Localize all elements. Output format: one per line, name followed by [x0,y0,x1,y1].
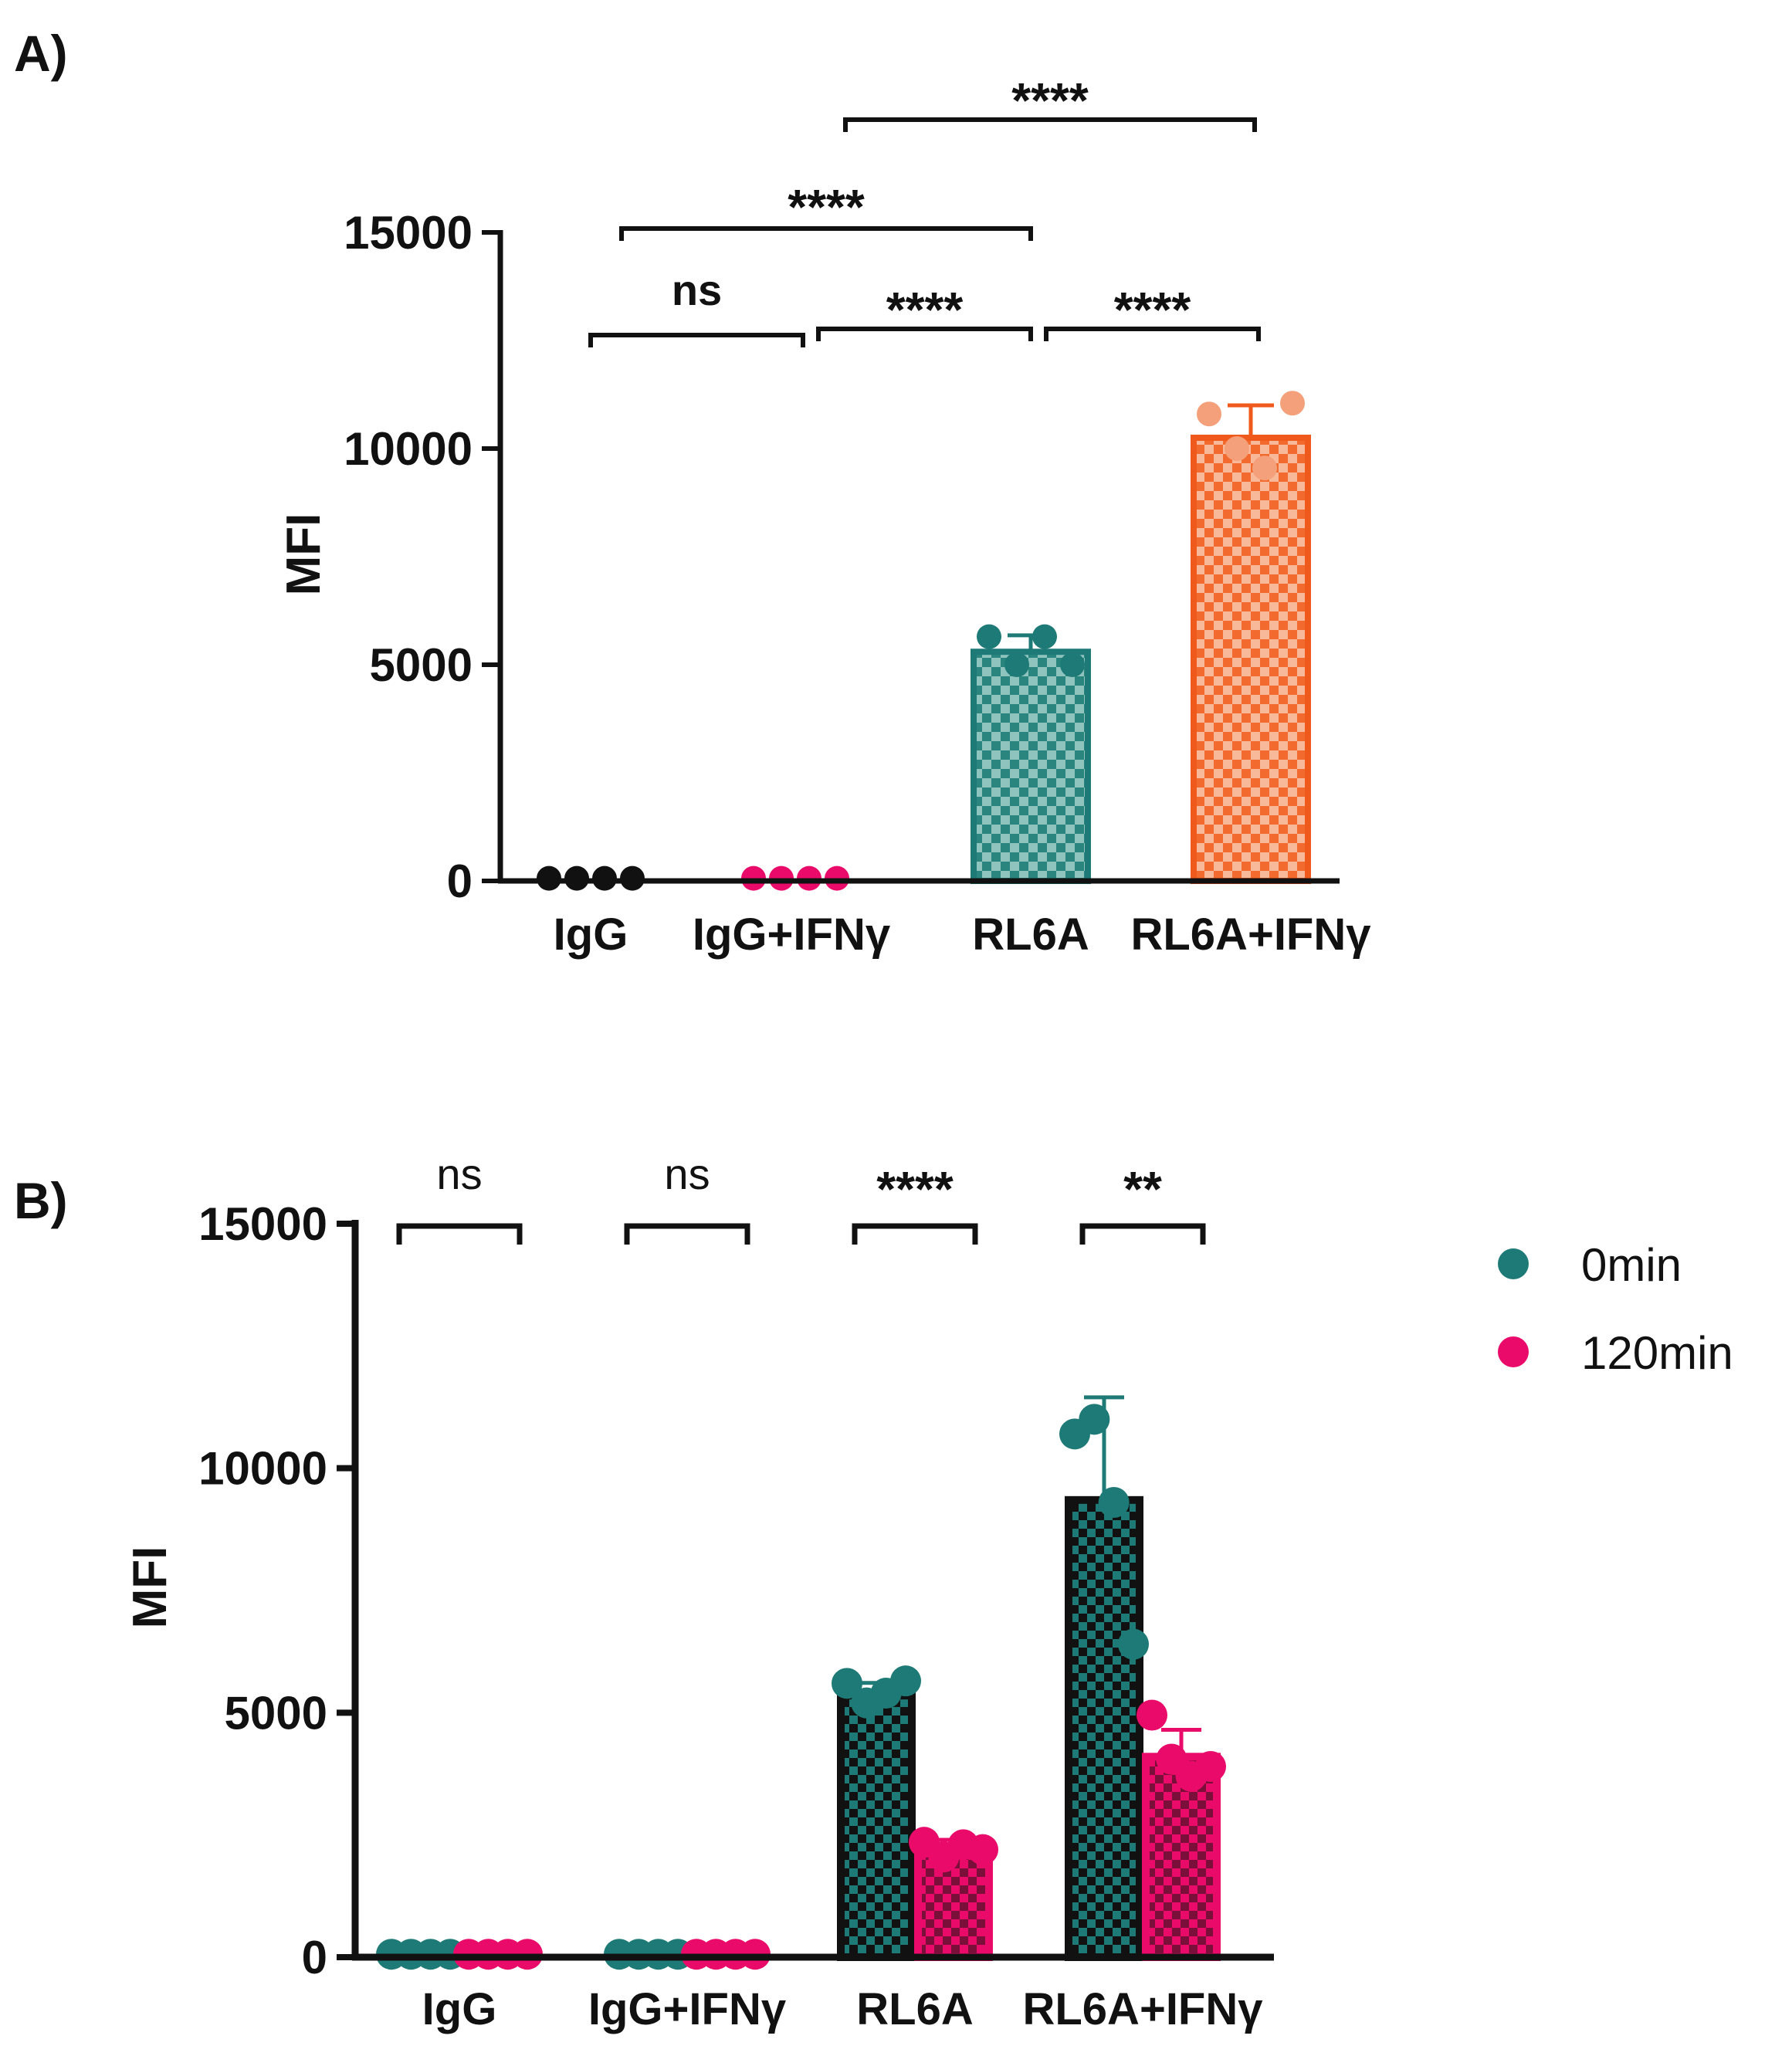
category-label: RL6A [972,909,1089,960]
panel-b-points [376,1404,1226,1970]
significance-label: **** [876,1161,954,1217]
panel-a-significance: ns **** **** **** **** [588,73,1261,347]
panel-a-categories: IgG IgG+IFNγ RL6A RL6A+IFNγ [554,909,1372,960]
data-point [1197,401,1221,427]
data-point [832,1668,862,1699]
significance-label: ** [1123,1161,1162,1217]
significance-bracket [588,333,805,347]
panel-b-axes [351,1220,1274,1961]
panel-a-label: A) [14,25,68,82]
panel-a-y-axis-title: MFI [277,513,330,596]
significance-bracket [852,1223,978,1245]
y-tick-label: 0 [447,855,473,907]
legend-marker [1498,1248,1529,1279]
category-label: IgG+IFNγ [588,1984,787,2034]
significance-bracket [843,117,1257,132]
data-point [1280,391,1305,416]
data-point [977,624,1001,649]
bar-0min-3 [1065,1495,1143,1962]
y-tick-label: 5000 [225,1687,327,1739]
data-point [1252,456,1277,481]
data-point [1004,652,1029,677]
data-point [1079,1404,1110,1435]
panel-b-categories: IgG IgG+IFNγ RL6A RL6A+IFNγ [422,1984,1264,2034]
significance-bracket [624,1223,750,1245]
data-point [1137,1699,1167,1731]
bar-2 [971,649,1091,884]
y-tick-label: 15000 [198,1198,327,1250]
y-tick-label: 15000 [344,207,473,259]
data-point [1060,652,1085,677]
panel-b-significance: ns ns **** ** [396,1150,1206,1245]
significance-bracket [1044,327,1261,341]
significance-label: **** [886,282,964,337]
y-tick-label: 10000 [198,1443,327,1495]
y-tick-label: 10000 [344,423,473,475]
panel-b-y-ticks: 0 5000 10000 15000 [198,1198,355,1983]
data-point [1195,1751,1226,1782]
category-label: RL6A+IFNγ [1130,909,1371,960]
panel-a-points [537,391,1305,891]
panel-a: A) MFI 0 5000 10000 15000 ns **** **** **** ***… [14,25,1371,960]
significance-bracket [619,226,1033,241]
panel-b-y-axis-title: MFI [124,1546,177,1629]
bar-0min-2 [837,1692,916,1962]
panel-b-legend: 0min 120min [1498,1239,1733,1379]
significance-label: ns [436,1150,482,1198]
significance-label: ns [672,266,722,314]
category-label: IgG+IFNγ [693,909,891,960]
legend-marker [1498,1336,1529,1367]
panel-a-bars [971,403,1311,884]
bar-3 [1191,435,1311,884]
y-tick-label: 0 [302,1932,327,1983]
category-label: RL6A+IFNγ [1022,1984,1263,2034]
panel-a-y-ticks: 0 5000 10000 15000 [344,207,500,907]
data-point [967,1834,998,1865]
significance-bracket [396,1223,523,1245]
data-point [1118,1628,1149,1660]
significance-bracket [1079,1223,1206,1245]
panel-b-label: B) [14,1172,68,1229]
data-point [1098,1487,1130,1518]
significance-bracket [816,327,1033,341]
y-tick-label: 5000 [370,639,473,691]
category-label: RL6A [856,1984,973,2034]
significance-label: ns [664,1150,710,1198]
data-point [1225,436,1249,461]
data-point [890,1665,921,1697]
significance-label: **** [1114,282,1191,337]
legend-label: 120min [1581,1327,1733,1379]
category-label: IgG [554,909,628,960]
category-label: IgG [422,1984,497,2034]
panel-a-axes [497,230,1340,884]
legend-label: 0min [1581,1239,1682,1291]
data-point [1032,624,1057,649]
significance-label: **** [1011,73,1089,128]
significance-label: **** [788,179,865,235]
